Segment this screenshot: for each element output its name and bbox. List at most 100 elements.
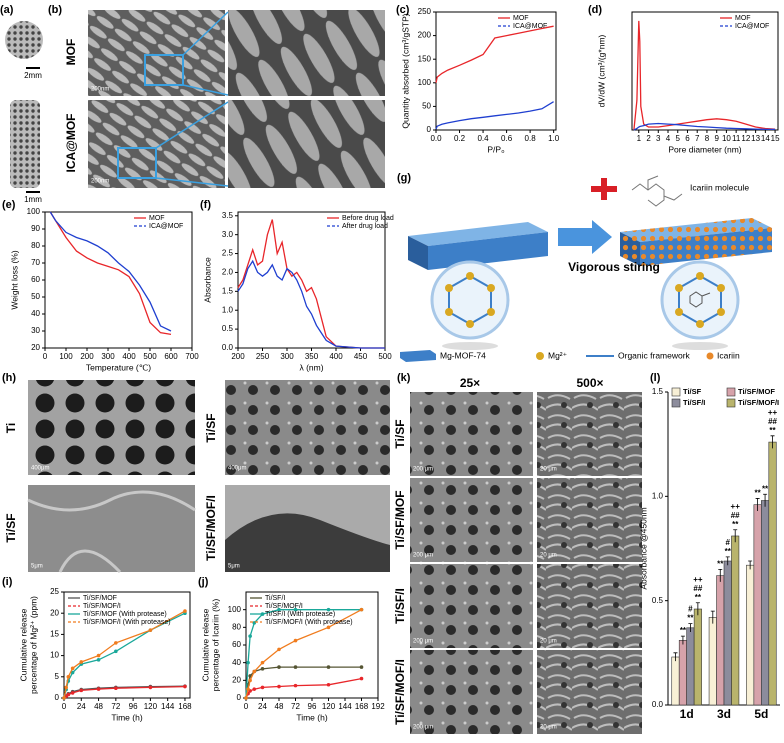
y-axis-label: Cumulative release <box>200 608 210 681</box>
x-tick-label: 500 <box>378 352 392 361</box>
x-tick-label: 1.0 <box>548 134 560 143</box>
legend-label: Ti/SF/MOF/I (With protease) <box>265 619 353 626</box>
scale-label: 200 μm <box>413 725 433 731</box>
x-tick-label: 0.8 <box>525 134 537 143</box>
point <box>326 607 331 612</box>
error-bar <box>770 435 775 449</box>
molecule-label: Icariin molecule <box>690 182 749 192</box>
panel-label: (k) <box>397 372 411 384</box>
error-bar <box>680 635 685 645</box>
y-tick-label: 20 <box>31 343 40 352</box>
point <box>114 649 118 654</box>
mof-rod <box>408 236 428 270</box>
significance: ** <box>725 547 732 556</box>
legend-label: Mg-MOF-74 <box>440 350 486 360</box>
bar <box>768 441 777 706</box>
molecule <box>689 291 711 308</box>
y-tick-label: 3.5 <box>222 211 234 220</box>
series-line <box>49 211 172 332</box>
x-axis-label: Temperature (℃) <box>86 362 151 372</box>
x-tick-label: 1d <box>680 707 694 721</box>
y-tick-label: 100 <box>418 78 432 87</box>
x-tick-label: 3d <box>717 707 731 721</box>
point <box>277 607 281 612</box>
x-tick-label: 11 <box>732 134 741 143</box>
x-axis-label: λ (nm) <box>299 362 323 372</box>
scale-label: 5μm <box>228 564 240 570</box>
legend-label: MOF <box>735 15 751 22</box>
row-label: Ti/SF/MOF <box>393 490 407 549</box>
bar <box>708 617 717 706</box>
panel-label: (d) <box>588 4 602 16</box>
panel-label: (a) <box>0 4 14 16</box>
legend-icon <box>536 352 544 360</box>
x-tick-label: 14 <box>761 134 770 143</box>
scale-label: 20 μm <box>540 639 557 645</box>
y-tick-label: 2.0 <box>222 268 234 277</box>
x-tick-label: 144 <box>338 702 352 711</box>
point <box>293 665 298 669</box>
bar <box>746 564 755 706</box>
y-tick-label: 5 <box>55 672 60 681</box>
error-bar <box>763 493 768 507</box>
column-label: 25× <box>460 376 480 390</box>
error-bar <box>733 529 738 543</box>
legend-label: Ti/SF/MOF <box>738 387 775 396</box>
bar <box>693 608 702 706</box>
y-tick-label: 10 <box>50 651 59 660</box>
series-line <box>49 211 172 336</box>
y-tick-label: 90 <box>31 224 40 233</box>
error-bar <box>718 568 723 582</box>
y-tick-label: 150 <box>418 54 432 63</box>
significance: # <box>688 605 693 614</box>
legend-label: After drug load <box>342 223 388 230</box>
panel-label: (j) <box>198 576 209 588</box>
y-tick-label: 0.5 <box>222 324 234 333</box>
panel-label: (g) <box>397 172 411 184</box>
y-tick-label: 25 <box>50 587 59 596</box>
sem-image <box>88 10 225 96</box>
mof-rod <box>428 232 548 270</box>
plot-frame <box>237 211 386 349</box>
point <box>359 607 364 612</box>
x-tick-label: 700 <box>185 352 199 361</box>
significance: ## <box>693 584 702 593</box>
point <box>326 665 331 669</box>
y-tick-label: 0.0 <box>222 343 234 352</box>
y-tick-label: 20 <box>232 675 241 684</box>
legend-label: Ti/SF <box>683 387 702 396</box>
error-bar <box>673 652 678 662</box>
x-tick-label: 120 <box>144 702 158 711</box>
scale-label: 200 μm <box>413 553 433 559</box>
legend-label: MOF <box>149 215 165 222</box>
significance: ** <box>687 614 694 623</box>
point <box>277 684 281 689</box>
zoom-line <box>155 101 229 187</box>
y-axis-label: Weight loss (%) <box>9 250 19 310</box>
x-axis-label: Time (h) <box>111 712 142 722</box>
plot-frame <box>631 11 779 131</box>
scale-label: 20 μm <box>540 725 557 731</box>
y-tick-label: 2.5 <box>222 249 234 258</box>
y-axis-label: Absorbance <box>202 257 212 303</box>
x-tick-label: 450 <box>354 352 368 361</box>
mof-rod <box>408 222 548 246</box>
row-label: Ti <box>4 423 18 433</box>
significance: ** <box>762 484 769 493</box>
significance: ## <box>731 511 740 520</box>
x-tick-label: 2 <box>646 134 651 143</box>
sem-image <box>537 650 642 734</box>
series-line <box>63 612 186 699</box>
x-tick-label: 7 <box>695 134 700 143</box>
zoom-line <box>182 11 229 96</box>
sem-image <box>225 380 390 475</box>
legend-label: ICA@MOF <box>513 23 547 30</box>
scale-label: 2mm <box>24 71 42 80</box>
scale-label: 400μm <box>228 466 246 472</box>
scale-label: 200 μm <box>413 639 433 645</box>
y-tick-label: 60 <box>31 275 40 284</box>
point <box>248 678 252 683</box>
sem-image <box>410 478 533 562</box>
point <box>70 670 75 675</box>
